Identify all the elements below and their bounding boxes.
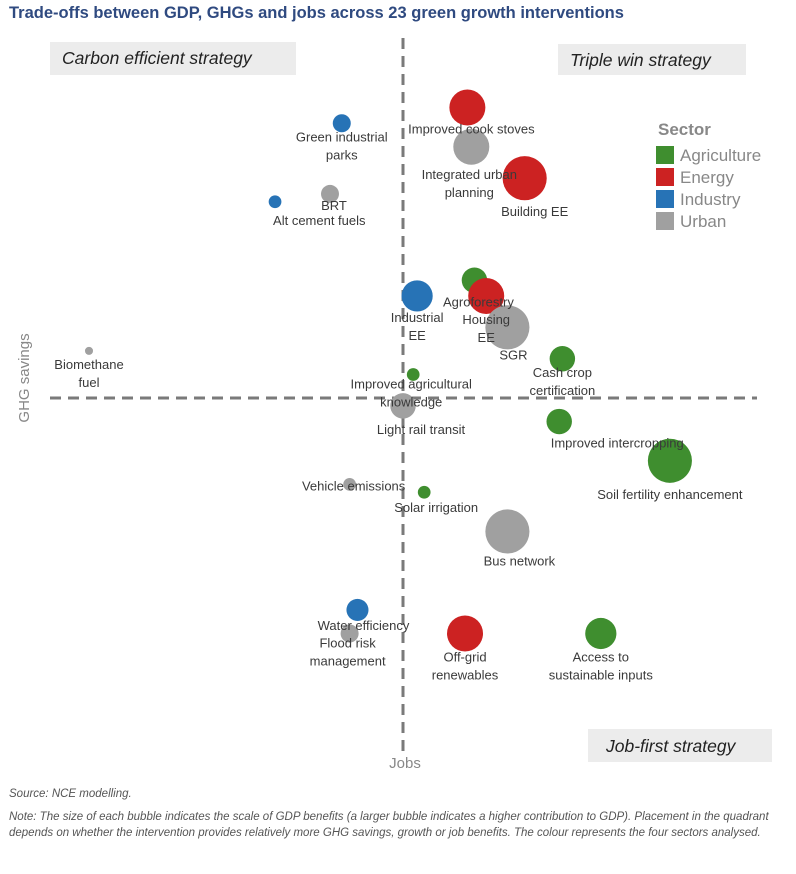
bubble-label-green-industrial-parks: Green industrial parks (296, 129, 388, 162)
bubble-label-integrated-urban-planning: Integrated urban planning (422, 167, 517, 200)
bubble-improved-cook-stoves (449, 89, 486, 126)
bubble-access-to-sustainable-inputs (585, 617, 617, 650)
bubble-label-solar-irrigation: Solar irrigation (394, 500, 478, 515)
legend-swatch-industry (656, 190, 674, 208)
bubble-label-cash-crop-certification: Cash crop certification (529, 365, 595, 398)
bubble-alt-cement-fuels (268, 195, 282, 209)
bubble-label-biomethane-fuel: Biomethane fuel (54, 357, 123, 390)
bubble-label-agroforestry: Agroforestry (443, 294, 514, 309)
bubble-vehicle-emissions (343, 477, 356, 491)
legend-swatch-agriculture (656, 146, 674, 164)
bubble-label-building-ee: Building EE (501, 204, 569, 219)
legend-swatch-urban (656, 212, 674, 230)
bubble-light-rail-transit (390, 393, 416, 419)
bubble-cash-crop-certification (549, 346, 576, 372)
bubble-improved-intercropping (546, 408, 572, 435)
chart-title: Trade-offs between GDP, GHGs and jobs ac… (9, 4, 624, 22)
bubble-label-housing-ee: Housing EE (462, 312, 510, 345)
bubble-off-grid-renewables (447, 615, 484, 652)
bubble-label-vehicle-emissions: Vehicle emissions (302, 478, 406, 493)
quadrant-box-bottom-right (588, 729, 772, 762)
bubble-label-industrial-ee: Industrial EE (391, 310, 444, 343)
legend-title: Sector (658, 120, 711, 139)
bubble-label-alt-cement-fuels: Alt cement fuels (273, 213, 366, 228)
legend-label-agriculture: Agriculture (680, 146, 761, 165)
bubble-label-soil-fertility-enhancement: Soil fertility enhancement (597, 487, 743, 502)
quadrant-label-top-right: Triple win strategy (570, 50, 712, 70)
bubble-solar-irrigation (417, 485, 431, 499)
legend-label-energy: Energy (680, 168, 734, 187)
bubble-industrial-ee (401, 280, 433, 312)
bubble-label-flood-risk-management: Flood risk management (310, 636, 386, 669)
bubble-building-ee (502, 156, 547, 201)
bubble-label-off-grid-renewables: Off-grid renewables (432, 650, 499, 683)
quadrant-label-bottom-right: Job-first strategy (605, 736, 737, 756)
bubble-label-water-efficiency: Water efficiency (318, 618, 410, 633)
bubble-layer (84, 89, 692, 652)
bubble-bus-network (485, 509, 530, 554)
footnote: Note: The size of each bubble indicates … (9, 811, 769, 839)
legend-label-industry: Industry (680, 190, 741, 209)
bubble-label-bus-network: Bus network (484, 553, 556, 568)
bubble-label-brt: BRT (321, 198, 347, 213)
bubble-biomethane-fuel (84, 346, 94, 355)
label-layer: Improved cook stoves Green industrial park… (54, 122, 743, 683)
bubble-sgr (485, 305, 530, 350)
bubble-chart: Carbon efficient strategy Triple win str… (16, 38, 772, 772)
source-note: Source: NCE modelling. (9, 788, 132, 800)
bubble-label-sgr: SGR (499, 347, 527, 362)
quadrant-box-top-right (558, 44, 746, 75)
bubble-improved-agricultural-knowledge (406, 368, 420, 381)
bubble-brt (320, 184, 339, 203)
legend: Sector Agriculture Energy Industry Urban (656, 120, 761, 231)
bubble-green-industrial-parks (332, 114, 351, 133)
bubble-label-improved-cook-stoves: Improved cook stoves (408, 122, 535, 137)
quadrant-box-top-left (50, 42, 296, 75)
bubble-water-efficiency (346, 598, 369, 621)
bubble-label-improved-agricultural-knowledge: Improved agricultural knowledge (351, 376, 472, 409)
bubble-soil-fertility-enhancement (647, 438, 692, 483)
legend-label-urban: Urban (680, 212, 726, 231)
quadrant-label-top-left: Carbon efficient strategy (62, 48, 253, 68)
legend-swatch-energy (656, 168, 674, 186)
bubble-integrated-urban-planning (453, 128, 490, 165)
x-axis-label: Jobs (389, 755, 421, 772)
bubble-flood-risk-management (340, 624, 359, 643)
bubble-label-light-rail-transit: Light rail transit (377, 422, 466, 437)
y-axis-label: GHG savings (16, 333, 33, 422)
bubble-label-improved-intercropping: Improved intercropping (551, 436, 684, 451)
bubble-housing-ee (468, 277, 505, 314)
bubble-label-access-to-sustainable-inputs: Access to sustainable inputs (549, 650, 654, 683)
